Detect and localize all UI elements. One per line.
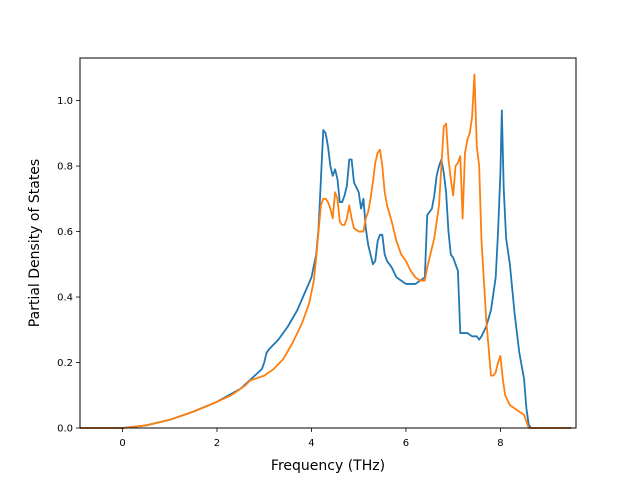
y-axis-ticks: 0.0 0.2 0.4 0.6 0.8 1.0 — [57, 96, 80, 435]
x-tick-label: 6 — [403, 438, 409, 449]
y-tick-label: 0.4 — [57, 293, 73, 304]
y-tick-label: 1.0 — [57, 96, 73, 107]
series-line-2 — [80, 73, 572, 429]
series-line-1 — [80, 109, 572, 429]
axes-frame — [79, 57, 577, 429]
y-tick-label: 0.6 — [57, 227, 73, 238]
x-tick-label: 0 — [119, 438, 125, 449]
x-tick-label: 2 — [214, 438, 220, 449]
plot-area: 0 2 4 6 8 0.0 0.2 0.4 0.6 0.8 1.0 — [57, 57, 577, 449]
y-axis-label: Partial Density of States — [27, 159, 43, 327]
x-axis-ticks: 0 2 4 6 8 — [119, 428, 504, 449]
y-tick-label: 0.8 — [57, 162, 73, 173]
x-axis-label: Frequency (THz) — [271, 458, 385, 474]
y-tick-label: 0.2 — [57, 358, 73, 369]
y-tick-label: 0.0 — [57, 424, 73, 435]
x-tick-label: 4 — [308, 438, 314, 449]
x-tick-label: 8 — [497, 438, 503, 449]
series-layer — [80, 73, 572, 429]
